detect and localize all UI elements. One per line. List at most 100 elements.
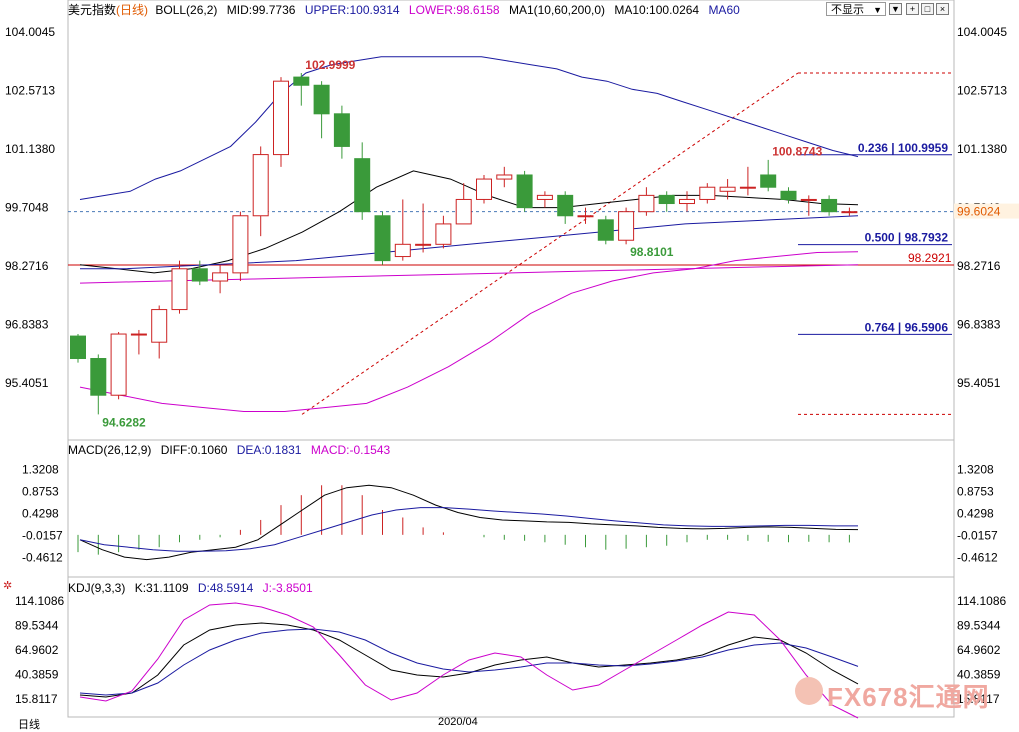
support-hline-label: 98.2921: [908, 251, 952, 265]
kdj-y-tick-left: 64.9602: [15, 643, 59, 657]
main-chart-layer: 98.2921 0.236 | 100.9959 0.500 | 98.7932 0.…: [68, 56, 954, 429]
kdj-j-value: J:-3.8501: [262, 581, 313, 595]
candle-down: [313, 84, 330, 115]
candle-up: [679, 198, 695, 205]
candle-up: [536, 194, 553, 200]
instrument-title: 美元指数: [68, 3, 117, 17]
maximize-button[interactable]: □: [921, 3, 934, 15]
boll-indicator-name[interactable]: BOLL(26,2): [155, 3, 218, 17]
period-label[interactable]: (日线): [116, 3, 149, 17]
price-annotation: 98.8101: [630, 245, 674, 259]
candle-up: [171, 268, 188, 311]
boll-upper-line: [79, 56, 859, 200]
kdj-k-line: [79, 622, 859, 698]
current-price-marker: [954, 203, 1019, 219]
macd-diff-value: DIFF:0.1060: [160, 443, 228, 457]
main-y-tick-right: 102.5713: [957, 84, 1007, 98]
candle-up: [618, 211, 635, 241]
ma10-value: MA10:100.0264: [614, 3, 700, 17]
main-y-tick-left: 99.7048: [5, 200, 49, 214]
candle-up: [130, 333, 147, 336]
kdj-chart-layer: [79, 602, 859, 719]
candle-down: [293, 76, 310, 86]
candle-up: [435, 223, 452, 245]
candle-down: [557, 194, 574, 217]
kdj-y-tick-left: 89.5344: [15, 618, 59, 632]
ma-indicator-name[interactable]: MA1(10,60,200,0): [508, 3, 606, 17]
candle-up: [232, 215, 249, 274]
candle-down: [70, 335, 86, 360]
macd-y-tick-right: 1.3208: [957, 462, 994, 476]
main-y-tick-left: 102.5713: [5, 84, 55, 98]
macd-y-tick-right: 0.4298: [957, 507, 994, 521]
boll-lower-value: LOWER:98.6158: [408, 3, 500, 17]
current-price-label: 99.6024: [957, 205, 1001, 219]
kdj-y-tick-right: 15.8117: [957, 692, 1000, 706]
kdj-panel-frame: [67, 576, 955, 718]
candle-up: [151, 309, 168, 343]
candle-up: [110, 333, 127, 396]
watermark-text: FX678汇通网: [827, 682, 990, 712]
candle-up: [638, 194, 655, 213]
macd-y-tick-left: 0.4298: [22, 507, 59, 521]
candle-up: [577, 215, 594, 218]
main-y-tick-right: 98.2716: [957, 259, 1001, 273]
kdj-y-tick-right: 64.9602: [957, 643, 1001, 657]
candle-up: [496, 174, 513, 180]
fib-level-label: 0.500 | 98.7932: [865, 231, 949, 245]
candle-up: [415, 243, 432, 246]
kdj-y-tick-left: 114.1086: [15, 594, 64, 608]
macd-y-tick-right: -0.0157: [957, 529, 998, 543]
candle-down: [516, 174, 533, 209]
candle-up: [841, 211, 858, 214]
candle-down: [90, 358, 107, 396]
macd-indicator-name[interactable]: MACD(26,12,9): [68, 443, 152, 457]
display-select[interactable]: 不显示 ▼: [826, 2, 886, 16]
candle-up: [212, 272, 229, 282]
candle-down: [821, 198, 838, 213]
kdj-indicator-name[interactable]: KDJ(9,3,3): [68, 581, 126, 595]
close-button[interactable]: ×: [936, 3, 949, 15]
kdj-k-value: K:31.1109: [134, 581, 189, 595]
candle-up: [476, 178, 492, 200]
kdj-y-tick-left: 15.8117: [15, 692, 58, 706]
macd-dea-value: DEA:0.1831: [236, 443, 302, 457]
boll-upper-value: UPPER:100.9314: [304, 3, 400, 17]
candle-down: [760, 174, 777, 188]
main-y-tick-right: 95.4051: [957, 376, 1001, 390]
candle-down: [354, 158, 371, 213]
main-legend: 美元指数(日线) BOLL(26,2) MID:99.7736 UPPER:10…: [68, 2, 746, 18]
candle-up: [394, 243, 411, 258]
macd-dea-line: [79, 507, 858, 552]
macd-y-tick-left: 0.8753: [22, 484, 59, 498]
macd-chart-layer: [77, 484, 859, 561]
candle-up: [273, 80, 289, 156]
settings-gear-icon[interactable]: ✲: [3, 580, 13, 592]
main-panel-frame: [67, 0, 955, 441]
period-tab[interactable]: 日线: [18, 719, 40, 731]
candle-down: [780, 190, 797, 200]
candle-up: [800, 198, 817, 201]
boll-lower-line: [79, 251, 859, 412]
boll-mid-value: MID:99.7736: [226, 3, 296, 17]
macd-panel-frame: [67, 439, 955, 578]
macd-legend: MACD(26,12,9) DIFF:0.1060 DEA:0.1831 MAC…: [68, 442, 396, 458]
main-y-tick-left: 101.1380: [5, 142, 55, 156]
chevron-down-icon: ▼: [873, 5, 882, 15]
fib-trend-line: [301, 72, 799, 415]
candle-up: [252, 154, 269, 217]
macd-y-tick-left: 1.3208: [22, 462, 59, 476]
display-select-value: 不显示: [831, 4, 864, 16]
macd-y-tick-left: -0.0157: [22, 529, 63, 543]
kdj-d-line: [79, 628, 859, 696]
kdj-j-line: [79, 602, 859, 719]
candle-up: [699, 186, 716, 200]
plus-button[interactable]: +: [906, 3, 919, 15]
collapse-button[interactable]: ▼: [889, 3, 902, 15]
macd-y-tick-right: -0.4612: [957, 551, 998, 565]
candle-down: [597, 219, 614, 241]
fib-level-label: 0.764 | 96.5906: [865, 320, 949, 334]
kdj-y-tick-right: 40.3859: [957, 668, 1001, 682]
kdj-d-value: D:48.5914: [197, 581, 254, 595]
kdj-y-tick-left: 40.3859: [15, 668, 59, 682]
